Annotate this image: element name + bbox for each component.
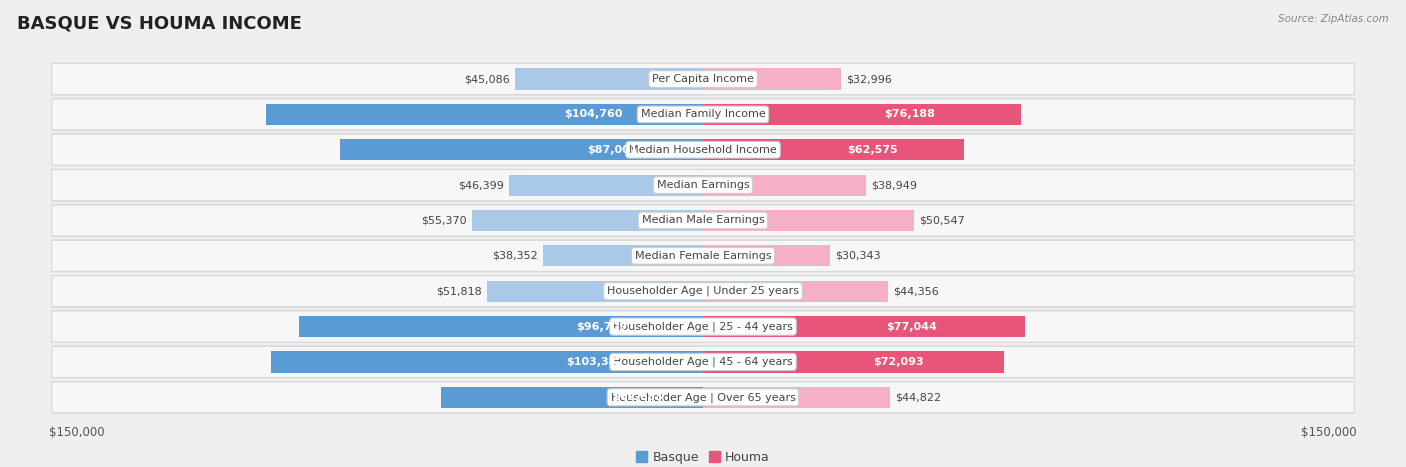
Bar	[703, 316, 1025, 337]
Bar	[266, 104, 703, 125]
Text: $104,760: $104,760	[564, 109, 623, 120]
Text: $51,818: $51,818	[436, 286, 482, 296]
Text: $32,996: $32,996	[846, 74, 891, 84]
Bar	[441, 387, 703, 408]
Text: Per Capita Income: Per Capita Income	[652, 74, 754, 84]
Bar	[703, 139, 965, 160]
FancyBboxPatch shape	[52, 64, 1354, 95]
FancyBboxPatch shape	[52, 99, 1354, 130]
FancyBboxPatch shape	[52, 346, 1354, 378]
FancyBboxPatch shape	[52, 275, 1354, 307]
Text: Householder Age | 45 - 64 years: Householder Age | 45 - 64 years	[613, 357, 793, 367]
FancyBboxPatch shape	[52, 382, 1354, 413]
Bar	[486, 281, 703, 302]
Text: $87,001: $87,001	[586, 145, 637, 155]
Text: $38,352: $38,352	[492, 251, 538, 261]
Bar	[703, 281, 889, 302]
Bar	[703, 210, 914, 231]
Text: $30,343: $30,343	[835, 251, 880, 261]
FancyBboxPatch shape	[52, 311, 1354, 342]
Text: $44,356: $44,356	[893, 286, 939, 296]
Text: Median Earnings: Median Earnings	[657, 180, 749, 190]
Bar	[703, 175, 866, 196]
Text: $77,044: $77,044	[887, 322, 938, 332]
Text: BASQUE VS HOUMA INCOME: BASQUE VS HOUMA INCOME	[17, 14, 302, 32]
FancyBboxPatch shape	[52, 310, 1354, 343]
Text: $50,547: $50,547	[920, 215, 965, 226]
Text: Median Household Income: Median Household Income	[628, 145, 778, 155]
FancyBboxPatch shape	[52, 240, 1354, 272]
Text: $62,575: $62,575	[848, 145, 898, 155]
Bar	[703, 351, 1004, 373]
FancyBboxPatch shape	[52, 241, 1354, 271]
Text: $62,653: $62,653	[612, 392, 664, 402]
FancyBboxPatch shape	[52, 134, 1354, 165]
Bar	[543, 245, 703, 267]
FancyBboxPatch shape	[52, 134, 1354, 166]
Bar	[703, 245, 830, 267]
Bar	[703, 104, 1021, 125]
FancyBboxPatch shape	[52, 63, 1354, 95]
Bar	[299, 316, 703, 337]
Text: $55,370: $55,370	[422, 215, 467, 226]
Bar	[271, 351, 703, 373]
Text: Householder Age | Over 65 years: Householder Age | Over 65 years	[610, 392, 796, 403]
Text: $45,086: $45,086	[464, 74, 510, 84]
FancyBboxPatch shape	[52, 98, 1354, 131]
Bar	[472, 210, 703, 231]
Legend: Basque, Houma: Basque, Houma	[631, 446, 775, 467]
Text: Householder Age | 25 - 44 years: Householder Age | 25 - 44 years	[613, 321, 793, 332]
Bar	[515, 69, 703, 90]
Text: $44,822: $44,822	[896, 392, 941, 402]
FancyBboxPatch shape	[52, 276, 1354, 307]
FancyBboxPatch shape	[52, 170, 1354, 201]
Text: Median Female Earnings: Median Female Earnings	[634, 251, 772, 261]
Bar	[509, 175, 703, 196]
Bar	[703, 387, 890, 408]
Text: Source: ZipAtlas.com: Source: ZipAtlas.com	[1278, 14, 1389, 24]
FancyBboxPatch shape	[52, 205, 1354, 236]
FancyBboxPatch shape	[52, 169, 1354, 201]
FancyBboxPatch shape	[52, 347, 1354, 377]
Text: Householder Age | Under 25 years: Householder Age | Under 25 years	[607, 286, 799, 297]
Bar	[703, 69, 841, 90]
Bar	[340, 139, 703, 160]
Text: $103,387: $103,387	[567, 357, 624, 367]
FancyBboxPatch shape	[52, 204, 1354, 237]
Text: $72,093: $72,093	[873, 357, 924, 367]
Text: $46,399: $46,399	[458, 180, 505, 190]
Text: $76,188: $76,188	[884, 109, 935, 120]
Text: Median Male Earnings: Median Male Earnings	[641, 215, 765, 226]
Text: $38,949: $38,949	[870, 180, 917, 190]
Text: Median Family Income: Median Family Income	[641, 109, 765, 120]
Text: $96,709: $96,709	[576, 322, 627, 332]
FancyBboxPatch shape	[52, 381, 1354, 414]
